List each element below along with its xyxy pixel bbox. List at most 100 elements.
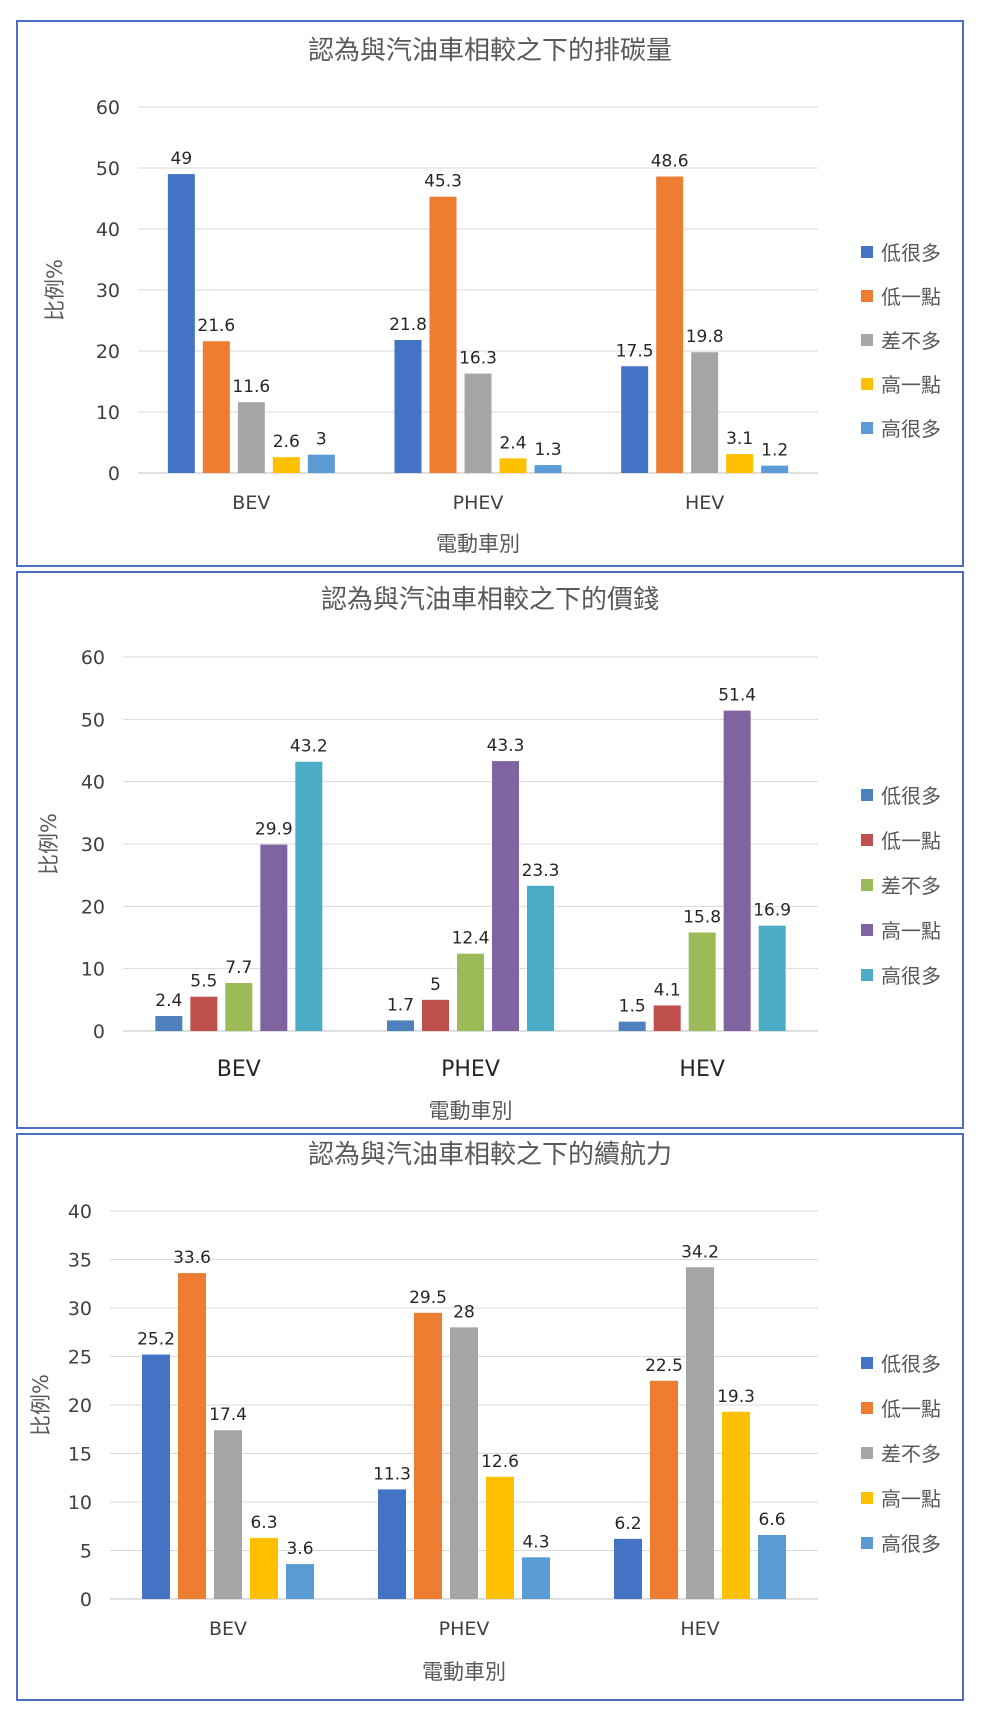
legend-label: 高一點 [881, 373, 941, 397]
y-tick-label: 25 [68, 1347, 92, 1369]
data-label: 11.3 [373, 1464, 411, 1484]
bar-hev-series-1 [650, 1380, 678, 1599]
y-axis-title: 比例% [43, 259, 67, 321]
y-axis-title: 比例% [29, 1374, 53, 1436]
chart-title: 認為與汽油車相較之下的價錢 [321, 585, 659, 615]
x-axis-title: 電動車別 [422, 1660, 506, 1684]
data-label: 28 [453, 1302, 475, 1322]
bar-hev-series-4 [761, 465, 789, 473]
data-label: 2.6 [273, 432, 300, 452]
chart-panel-emissions: 認為與汽油車相較之下的排碳量 0 10 20 30 40 50 60 比例% 49 21.6 11.6… [16, 20, 964, 567]
legend-label: 差不多 [881, 874, 941, 898]
bar-phev-series-3 [492, 761, 519, 1031]
data-label: 3.6 [286, 1539, 313, 1559]
chart-range: 認為與汽油車相較之下的續航力 0 5 10 15 20 25 30 35 40 比例% 25.2 33.… [29, 1140, 941, 1684]
y-tick-label: 20 [68, 1395, 92, 1417]
legend-label: 低一點 [881, 1397, 941, 1421]
data-label: 48.6 [651, 152, 689, 172]
data-label: 6.3 [250, 1513, 277, 1533]
legend-swatch [861, 290, 873, 302]
y-tick-label: 0 [93, 1021, 105, 1043]
legend-swatch [861, 1447, 873, 1459]
bar-phev-series-1 [414, 1312, 442, 1599]
bar-hev-series-3 [723, 710, 751, 1031]
data-label: 19.3 [717, 1387, 755, 1407]
bar-bev-series-1 [178, 1273, 206, 1599]
bar-phev-series-1 [422, 999, 449, 1031]
data-label: 1.7 [387, 995, 414, 1015]
x-tick-label: HEV [680, 1618, 719, 1640]
bar-bev-series-1 [202, 341, 230, 473]
legend-swatch [861, 378, 873, 390]
legend-swatch [861, 1357, 873, 1369]
bar-bev-series-0 [142, 1354, 170, 1599]
data-label: 16.9 [753, 901, 791, 921]
bar-phev-series-3 [486, 1476, 514, 1599]
data-label: 43.2 [290, 737, 328, 757]
legend-label: 低很多 [881, 241, 941, 265]
bar-bev-series-1 [190, 996, 218, 1031]
data-label: 21.8 [389, 315, 427, 335]
data-label: 23.3 [522, 861, 560, 881]
data-label: 21.6 [197, 316, 235, 336]
bar-phev-series-4 [522, 1557, 550, 1599]
x-tick-label: PHEV [441, 1057, 500, 1082]
data-label: 17.5 [616, 341, 654, 361]
bar-hev-series-2 [688, 932, 716, 1031]
x-tick-label: PHEV [439, 1618, 490, 1640]
bar-hev-series-3 [726, 454, 754, 473]
x-tick-label: BEV [217, 1057, 261, 1082]
legend-label: 高一點 [881, 919, 941, 943]
legend-swatch [861, 789, 873, 801]
data-label: 6.6 [758, 1510, 785, 1530]
data-label: 22.5 [645, 1356, 683, 1376]
x-tick-label: HEV [685, 492, 724, 514]
y-tick-label: 10 [81, 959, 105, 981]
y-tick-label: 60 [81, 647, 105, 669]
y-tick-label: 30 [96, 280, 120, 302]
y-tick-label: 35 [68, 1250, 92, 1272]
bar-bev-series-3 [272, 457, 300, 473]
data-label: 45.3 [424, 172, 462, 192]
bar-hev-series-4 [758, 925, 786, 1031]
legend-swatch [861, 1492, 873, 1504]
chart-price: 認為與汽油車相較之下的價錢 0 10 20 30 40 50 60 比例% 2.4 5.5 7.7 29… [37, 585, 941, 1123]
data-label: 3 [316, 430, 327, 450]
x-axis-title: 電動車別 [436, 532, 520, 556]
data-label: 49 [171, 149, 193, 169]
x-tick-label: HEV [679, 1057, 725, 1082]
bar-phev-series-0 [378, 1489, 406, 1599]
legend-swatch [861, 1402, 873, 1414]
y-tick-label: 5 [80, 1541, 92, 1563]
legend-label: 低一點 [881, 829, 941, 853]
y-tick-label: 10 [68, 1492, 92, 1514]
legend-swatch [861, 246, 873, 258]
bar-hev-series-0 [614, 1538, 642, 1599]
bar-bev-series-0 [167, 174, 195, 473]
data-label: 12.4 [452, 929, 490, 949]
y-tick-label: 40 [68, 1201, 92, 1223]
legend-label: 高一點 [881, 1487, 941, 1511]
bar-hev-series-0 [618, 1021, 646, 1031]
y-tick-label: 50 [96, 158, 120, 180]
data-label: 12.6 [481, 1452, 519, 1472]
bar-bev-series-0 [155, 1016, 183, 1031]
data-label: 5.5 [190, 972, 217, 992]
bar-bev-series-4 [307, 454, 335, 473]
data-label: 29.9 [255, 820, 293, 840]
bar-bev-series-3 [250, 1537, 278, 1599]
data-label: 4.3 [522, 1532, 549, 1552]
data-label: 1.5 [619, 997, 646, 1017]
x-axis-title: 電動車別 [429, 1099, 513, 1123]
y-tick-label: 30 [81, 834, 105, 856]
legend-label: 高很多 [881, 417, 941, 441]
data-label: 6.2 [614, 1514, 641, 1534]
data-label: 11.6 [232, 377, 270, 397]
x-tick-label: BEV [209, 1618, 247, 1640]
chart-emissions: 認為與汽油車相較之下的排碳量 0 10 20 30 40 50 60 比例% 49 21.6 11.6… [43, 36, 941, 556]
data-label: 1.2 [761, 441, 788, 461]
y-tick-label: 20 [81, 896, 105, 918]
bar-phev-series-2 [457, 953, 484, 1031]
data-label: 4.1 [654, 980, 681, 1000]
bar-phev-series-4 [534, 465, 562, 473]
